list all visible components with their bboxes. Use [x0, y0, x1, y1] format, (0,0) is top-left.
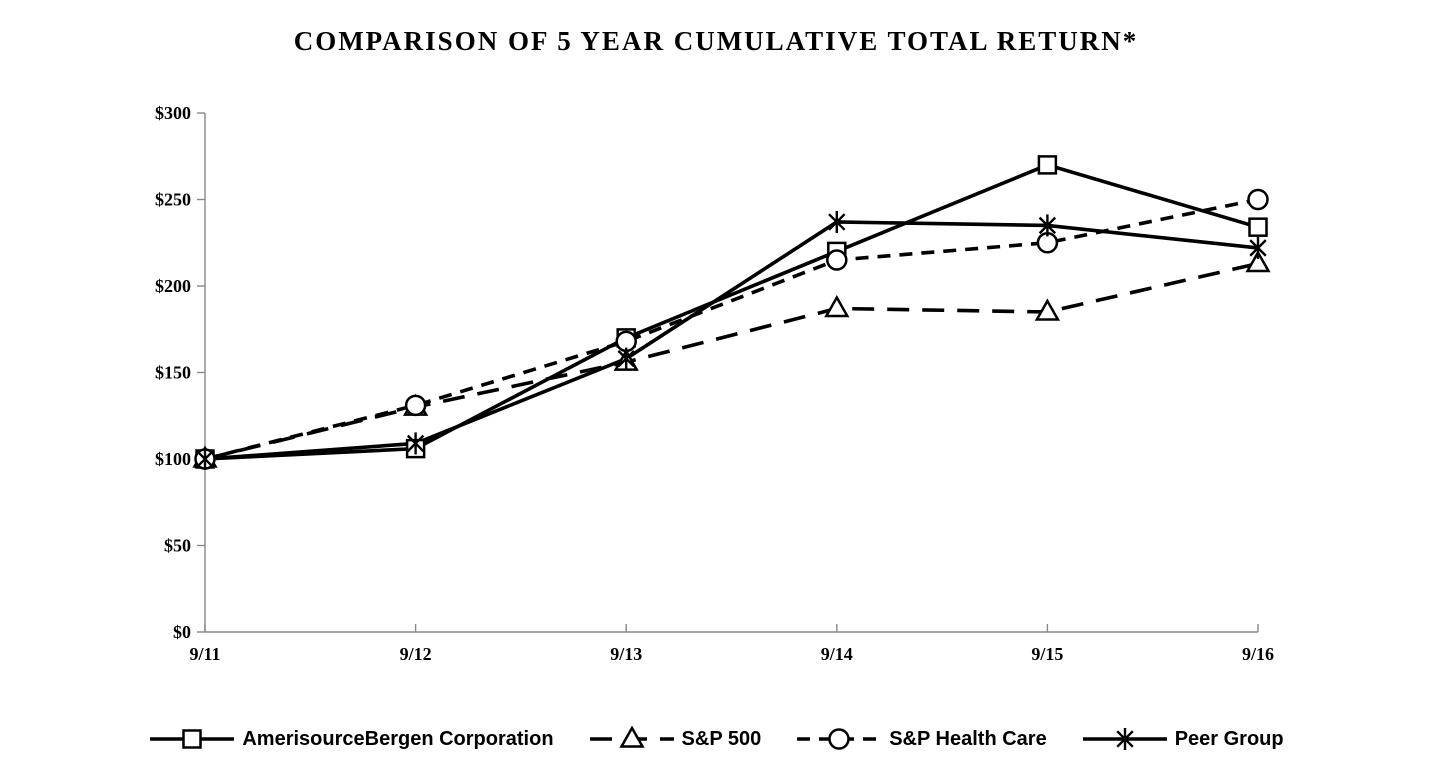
- legend-item-triangle: S&P 500: [588, 726, 762, 752]
- series-line-1: [204, 162, 1259, 461]
- y-tick-label: $0: [173, 622, 191, 642]
- legend-line-sample: [797, 728, 882, 750]
- y-tick-label: $300: [155, 103, 191, 123]
- y-tick-label: $150: [155, 363, 191, 383]
- circle-marker-icon: [404, 394, 427, 417]
- y-tick-label: $50: [164, 536, 191, 556]
- legend-label: Peer Group: [1174, 727, 1284, 750]
- triangle-marker-icon: [1245, 249, 1271, 273]
- legend-label: S&P Health Care: [889, 727, 1047, 750]
- y-tick-label: $250: [155, 190, 191, 210]
- legend-label: S&P 500: [681, 727, 762, 750]
- series-line-4: [204, 220, 1259, 461]
- legend-item-circle: S&P Health Care: [795, 726, 1047, 752]
- triangle-marker-icon: [1034, 298, 1061, 321]
- asterisk-marker-icon: [1038, 214, 1057, 237]
- x-tick-label: 9/12: [400, 644, 432, 664]
- asterisk-marker-icon: [617, 347, 635, 370]
- legend-line-sample: [150, 729, 235, 749]
- chart-title: COMPARISON OF 5 YEAR CUMULATIVE TOTAL RE…: [293, 26, 1139, 56]
- y-tick-label: $200: [155, 276, 191, 296]
- legend-label: AmerisourceBergen Corporation: [242, 727, 554, 750]
- asterisk-marker-icon: [196, 448, 214, 470]
- cumulative-return-line-chart: $0 $50 $100 $150 $200 $250 $300 9/11 9/12 9/13 9/1…: [155, 103, 1274, 664]
- asterisk-marker-icon: [828, 210, 846, 233]
- x-tick-label: 9/14: [821, 644, 853, 664]
- x-tick-label: 9/11: [189, 644, 220, 664]
- asterisk-marker-icon: [1116, 728, 1134, 750]
- square-marker-icon: [182, 729, 203, 749]
- legend-line-sample: [1082, 728, 1167, 750]
- legend-item-square: AmerisourceBergen Corporation: [148, 726, 554, 752]
- asterisk-marker-icon: [406, 432, 425, 455]
- circle-marker-icon: [826, 249, 848, 271]
- x-tick-label: 9/13: [610, 644, 642, 664]
- x-tick-label: 9/16: [1242, 644, 1274, 664]
- circle-marker-icon: [1247, 188, 1269, 211]
- asterisk-marker-icon: [1249, 236, 1267, 259]
- triangle-marker-icon: [618, 726, 645, 748]
- circle-marker-icon: [828, 728, 850, 750]
- square-marker-icon: [1248, 217, 1268, 237]
- square-marker-icon: [1037, 155, 1058, 175]
- triangle-marker-icon: [824, 294, 850, 318]
- y-tick-label: $100: [155, 449, 191, 469]
- legend-line-sample: [589, 726, 674, 748]
- series-line-3: [204, 197, 1259, 461]
- chart-legend: AmerisourceBergen Corporation S&P 500 S&P …: [0, 726, 1432, 752]
- legend-item-asterisk: Peer Group: [1081, 726, 1284, 752]
- x-tick-label: 9/15: [1031, 644, 1063, 664]
